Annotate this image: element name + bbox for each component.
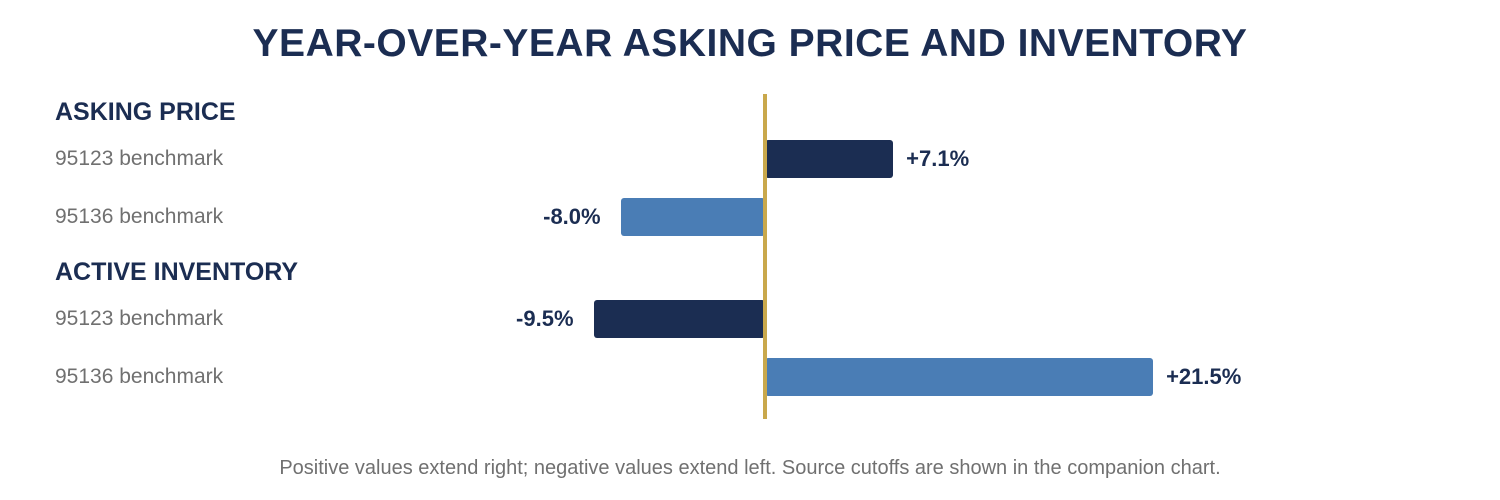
- zero-line: [763, 94, 767, 419]
- bar: [620, 198, 765, 236]
- data-label: -8.0%: [543, 204, 601, 229]
- row-label: 95123 benchmark: [55, 147, 224, 170]
- data-label: -9.5%: [516, 306, 574, 331]
- row-label: 95136 benchmark: [55, 205, 224, 228]
- bar: [765, 358, 1154, 396]
- row-label: 95123 benchmark: [55, 307, 224, 330]
- bar: [593, 300, 765, 338]
- data-label: +7.1%: [906, 146, 970, 171]
- data-label: +21.5%: [1166, 364, 1242, 389]
- row-label: 95136 benchmark: [55, 365, 224, 388]
- group-header: ACTIVE INVENTORY: [55, 258, 299, 286]
- bar: [765, 140, 894, 178]
- footnote: Positive values extend right; negative v…: [279, 457, 1221, 479]
- group-header: ASKING PRICE: [55, 98, 236, 126]
- chart-title: YEAR-OVER-YEAR ASKING PRICE AND INVENTOR…: [252, 22, 1248, 65]
